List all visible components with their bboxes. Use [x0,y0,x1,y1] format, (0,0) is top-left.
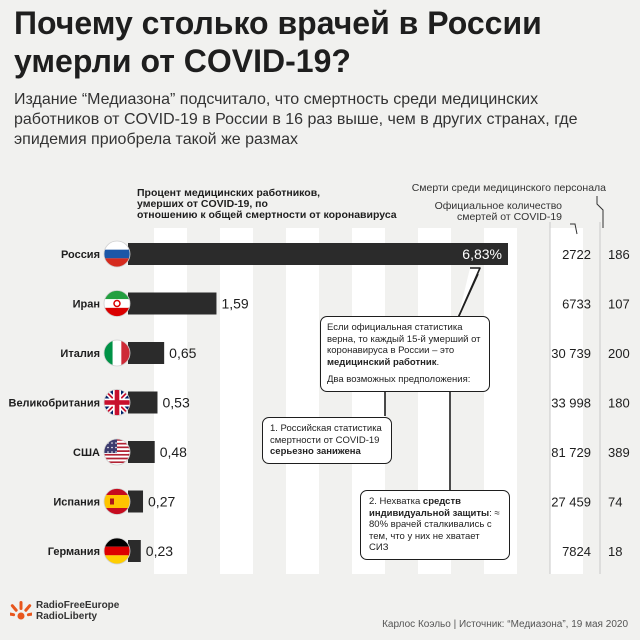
medic-deaths-value: 200 [608,346,630,361]
country-label: Испания [53,497,100,509]
country-label: Германия [48,546,100,558]
bar-value-label: 0,48 [160,444,187,460]
page-title: Почему столько врачей в России умерли от… [14,5,542,79]
chart-title-line: отношению к общей смертности от коронави… [137,209,397,221]
bar-4 [128,441,155,463]
official-deaths-value: 6733 [562,297,591,312]
column-header-deaths: Официальное количество [435,200,563,212]
column-header-medics: Смерти среди медицинского персонала [412,182,606,194]
official-deaths-value: 30 739 [551,346,591,361]
callout-pointer [457,267,481,319]
medic-deaths-value: 186 [608,247,630,262]
column-header-deaths: смертей от COVID-19 [457,211,562,223]
official-deaths-value: 33 998 [551,396,591,411]
medic-deaths-value: 107 [608,297,630,312]
rferl-logo[interactable]: RadioFreeEurope RadioLiberty [10,598,119,624]
germany-flag [103,537,131,565]
country-label: Италия [60,348,100,360]
country-label: Иран [73,299,100,311]
country-label: Россия [61,249,100,261]
grid-stripe [154,228,187,574]
medic-deaths-value: 180 [608,396,630,411]
grid-stripe [286,228,319,574]
header-leader [596,196,604,228]
grid-stripe [220,228,253,574]
medic-deaths-value: 74 [608,495,622,510]
bar-5 [128,490,144,513]
medic-deaths-value: 389 [608,445,630,460]
official-deaths-value: 2722 [562,247,591,262]
bar-6 [128,540,141,562]
header-leader [570,223,578,235]
bar-1 [128,292,217,315]
russia-flag [103,240,131,268]
official-deaths-value: 7824 [562,544,591,559]
bar-value-label: 0,27 [148,494,175,510]
medic-deaths-value: 18 [608,544,622,559]
bar-value-label: 0,23 [146,543,173,559]
bar-0 [128,243,508,265]
official-deaths-value: 27 459 [551,495,591,510]
source-credit: Карлос Коэльо | Источник: “Медиазона”, 1… [382,619,628,630]
usa-flag [103,438,131,466]
bar-value-label: 6,83% [462,246,502,262]
official-deaths-value: 81 729 [551,445,591,460]
chart-title-line: Процент медицинских работников, [137,187,320,199]
uk-flag [103,389,131,416]
rferl-logo-icon [10,601,32,620]
chart-title-line: умерших от COVID-19, по [137,198,268,210]
grid-stripe [550,228,583,574]
callout-hypothesis-1: 1. Российская статистика смертности от C… [262,417,392,464]
bar-value-label: 0,65 [169,345,196,361]
bar-value-label: 0,53 [162,395,189,411]
bar-value-label: 1,59 [221,296,248,312]
spain-flag [103,488,131,515]
bar-3 [128,391,158,414]
italy-flag [103,339,131,367]
iran-flag [103,290,131,317]
page-subtitle: Издание “Медиазона” подсчитало, что смер… [14,91,578,148]
bar-2 [128,342,165,364]
country-label: Великобритания [9,398,101,410]
callout-hypothesis-2: 2. Нехватка средств индивидуальной защит… [360,490,510,560]
callout-russia: Если официальная статистика верна, то ка… [320,316,490,392]
rferl-logo-text: RadioFreeEurope RadioLiberty [36,600,120,622]
country-label: США [73,447,100,459]
